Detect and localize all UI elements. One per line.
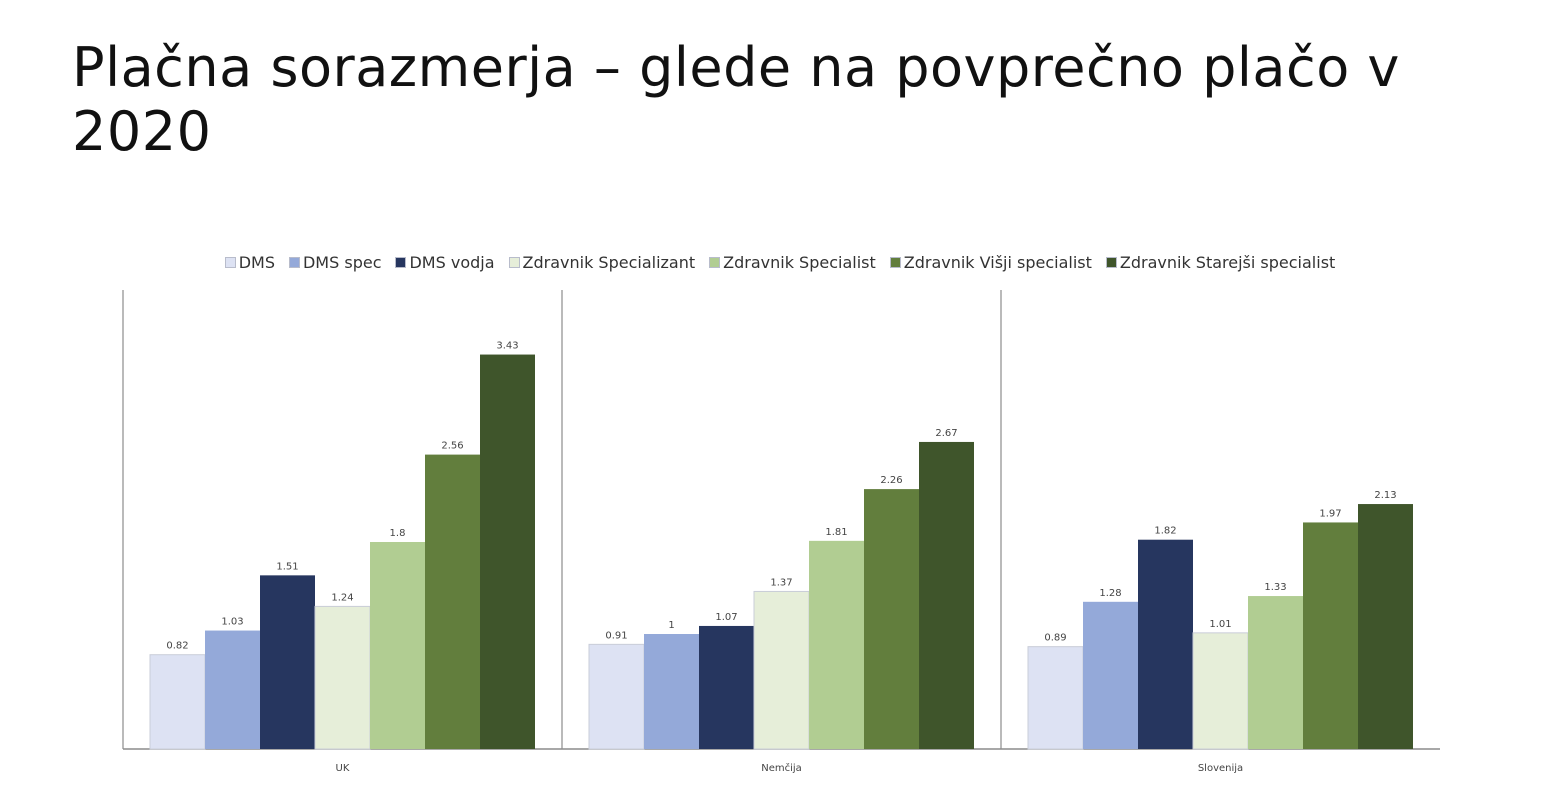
bar	[1358, 504, 1413, 749]
data-label: 1.37	[770, 577, 792, 588]
data-label: 0.89	[1044, 633, 1066, 644]
bar	[1303, 522, 1358, 749]
bar	[370, 542, 425, 749]
chart-legend: DMS DMS spec DMS vodja Zdravnik Specializan…	[0, 250, 1560, 274]
data-label: 1.24	[331, 592, 353, 603]
bar	[149, 654, 206, 750]
legend-label: DMS	[238, 252, 275, 272]
legend-swatch	[508, 256, 520, 268]
legend-label: Zdravnik Starejši specialist	[1119, 252, 1336, 272]
legend-label: DMS vodja	[409, 252, 495, 272]
data-label: 1.51	[276, 561, 298, 572]
bar	[260, 575, 315, 749]
legend-label: Zdravnik Višji specialist	[903, 252, 1092, 272]
legend-swatch	[395, 256, 407, 268]
bar	[753, 590, 810, 750]
data-label: 1.97	[1319, 508, 1341, 519]
bar	[919, 441, 974, 749]
data-label: 0.91	[605, 630, 627, 641]
data-label: 0.82	[166, 641, 188, 652]
data-label: 1.03	[221, 617, 243, 628]
data-label: 1.8	[390, 528, 406, 539]
bar	[205, 630, 260, 749]
legend-swatch	[1105, 256, 1117, 268]
bar	[1027, 646, 1084, 750]
legend-label: DMS spec	[302, 252, 382, 272]
legend-item: Zdravnik Višji specialist	[889, 252, 1092, 272]
legend-item: Zdravnik Starejši specialist	[1105, 252, 1336, 272]
bar	[480, 354, 535, 749]
data-label: 1.28	[1099, 588, 1121, 599]
bar	[1138, 539, 1193, 749]
data-label: 2.67	[935, 428, 957, 439]
bar	[699, 625, 754, 749]
legend-item: Zdravnik Specialist	[709, 253, 876, 272]
category-label: Nemčija	[761, 762, 802, 774]
legend-item: DMS vodja	[395, 252, 495, 272]
bar	[1248, 596, 1303, 749]
data-label: 1.07	[715, 612, 737, 623]
legend-label: Zdravnik Specializant	[522, 252, 696, 272]
legend-swatch	[709, 256, 721, 268]
slide-title: Plačna sorazmerja – glede na povprečno p…	[72, 36, 1400, 163]
legend-item: Zdravnik Specializant	[508, 252, 696, 272]
category-label: UK	[336, 763, 350, 774]
data-label: 2.56	[441, 441, 463, 452]
bar	[644, 634, 699, 749]
data-label: 2.13	[1374, 490, 1396, 501]
data-label: 1.82	[1154, 526, 1176, 537]
bar	[864, 489, 919, 749]
bar	[809, 540, 864, 749]
data-label: 1.81	[825, 527, 847, 538]
data-label: 1	[668, 620, 674, 631]
bar	[314, 605, 371, 750]
data-label: 2.26	[880, 475, 902, 486]
legend-swatch	[288, 256, 300, 268]
legend-item: DMS spec	[288, 252, 382, 272]
data-label: 3.43	[496, 341, 518, 352]
legend-item: DMS	[224, 252, 275, 272]
data-label: 1.01	[1209, 619, 1231, 630]
category-label: Slovenija	[1198, 763, 1243, 774]
bar	[1083, 601, 1138, 749]
bar	[425, 454, 480, 749]
legend-swatch	[889, 256, 901, 268]
data-label: 1.33	[1264, 582, 1286, 593]
bar	[1192, 632, 1249, 750]
legend-label: Zdravnik Specialist	[723, 252, 876, 272]
bar	[588, 643, 645, 750]
legend-swatch	[224, 256, 236, 268]
